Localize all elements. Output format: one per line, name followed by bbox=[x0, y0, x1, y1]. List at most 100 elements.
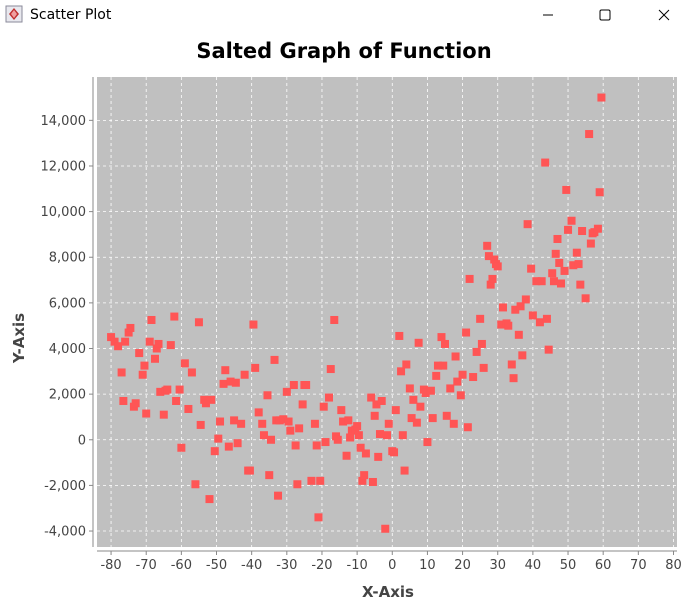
data-point bbox=[375, 430, 384, 439]
data-point bbox=[361, 449, 370, 458]
x-tick-label: 10 bbox=[419, 558, 436, 573]
y-tick-label: 10,000 bbox=[41, 205, 87, 220]
data-point bbox=[407, 414, 416, 423]
data-point bbox=[319, 402, 328, 411]
data-point bbox=[289, 381, 298, 390]
data-point bbox=[548, 269, 557, 278]
data-point bbox=[237, 419, 246, 428]
data-point bbox=[535, 318, 544, 327]
data-point bbox=[574, 260, 583, 269]
minimize-button[interactable] bbox=[525, 0, 571, 30]
data-point bbox=[484, 252, 493, 261]
data-point bbox=[370, 411, 379, 420]
data-point bbox=[544, 345, 553, 354]
data-point bbox=[597, 93, 606, 102]
data-point bbox=[298, 400, 307, 409]
chart-panel: Salted Graph of Function -80 -70 -60 -50 -40… bbox=[0, 30, 687, 605]
data-point bbox=[216, 417, 225, 426]
data-point bbox=[231, 378, 240, 387]
data-point bbox=[330, 315, 339, 324]
y-tick-label: 14,000 bbox=[41, 114, 87, 129]
x-tick-label: 20 bbox=[454, 558, 471, 573]
data-point bbox=[107, 333, 116, 342]
x-tick-label: 30 bbox=[489, 558, 506, 573]
data-point bbox=[163, 385, 172, 394]
data-point bbox=[595, 188, 604, 197]
data-point bbox=[499, 303, 507, 312]
data-point bbox=[121, 337, 130, 346]
x-axis-label: X-Axis bbox=[362, 583, 414, 601]
data-point bbox=[339, 417, 348, 426]
data-point bbox=[207, 395, 216, 404]
data-point bbox=[295, 424, 304, 433]
data-point bbox=[581, 294, 590, 303]
data-point bbox=[432, 371, 441, 380]
data-point bbox=[560, 266, 569, 275]
close-icon bbox=[658, 9, 670, 21]
data-point bbox=[463, 423, 472, 432]
data-point bbox=[423, 438, 432, 447]
x-tick-label: -20 bbox=[311, 558, 332, 573]
data-point bbox=[110, 337, 119, 346]
data-point bbox=[381, 524, 390, 533]
data-point bbox=[126, 323, 135, 332]
data-point bbox=[267, 435, 275, 444]
data-point bbox=[230, 416, 239, 425]
data-point bbox=[201, 399, 210, 408]
data-point bbox=[449, 419, 458, 428]
y-tick-label: 6,000 bbox=[49, 296, 86, 311]
data-point bbox=[400, 466, 409, 475]
data-point bbox=[346, 433, 355, 442]
data-point bbox=[184, 404, 193, 413]
data-point bbox=[402, 360, 411, 369]
data-point bbox=[374, 452, 383, 461]
data-point bbox=[279, 415, 288, 424]
data-point bbox=[177, 443, 186, 452]
data-point bbox=[265, 471, 274, 480]
data-point bbox=[390, 448, 399, 457]
data-point bbox=[368, 477, 377, 486]
x-tick-label: 50 bbox=[560, 558, 577, 573]
data-point bbox=[569, 261, 578, 270]
data-point bbox=[514, 330, 523, 339]
data-point bbox=[131, 399, 140, 408]
data-point bbox=[263, 391, 272, 400]
data-point bbox=[170, 312, 179, 321]
data-point bbox=[414, 338, 423, 347]
data-point bbox=[562, 185, 571, 194]
data-point bbox=[521, 295, 530, 304]
data-point bbox=[472, 347, 481, 356]
data-point bbox=[325, 393, 333, 402]
data-point bbox=[284, 417, 293, 426]
data-point bbox=[258, 419, 267, 428]
data-point bbox=[314, 513, 323, 522]
data-point bbox=[483, 241, 492, 250]
data-point bbox=[532, 277, 541, 286]
data-point bbox=[333, 435, 342, 444]
close-button[interactable] bbox=[641, 0, 687, 30]
data-point bbox=[191, 480, 200, 489]
data-point bbox=[354, 431, 363, 440]
y-tick-label: -2,000 bbox=[44, 479, 86, 494]
data-point bbox=[441, 339, 449, 348]
data-point bbox=[537, 277, 546, 286]
x-tick-label: -30 bbox=[276, 558, 297, 573]
data-point bbox=[493, 262, 502, 271]
title-bar[interactable]: Scatter Plot bbox=[0, 0, 687, 30]
data-point bbox=[516, 302, 525, 311]
data-point bbox=[342, 451, 351, 460]
data-point bbox=[135, 349, 144, 358]
y-tick-label: 12,000 bbox=[41, 159, 87, 174]
data-point bbox=[254, 408, 263, 417]
x-tick-label: 80 bbox=[665, 558, 682, 573]
data-point bbox=[383, 431, 391, 440]
plot-background bbox=[97, 77, 677, 547]
minimize-icon bbox=[543, 14, 553, 16]
data-point bbox=[140, 361, 149, 370]
data-point bbox=[307, 476, 316, 485]
maximize-button[interactable] bbox=[582, 0, 628, 30]
data-point bbox=[353, 422, 362, 431]
data-point bbox=[286, 426, 295, 435]
data-point bbox=[117, 368, 126, 377]
data-point bbox=[337, 406, 346, 415]
